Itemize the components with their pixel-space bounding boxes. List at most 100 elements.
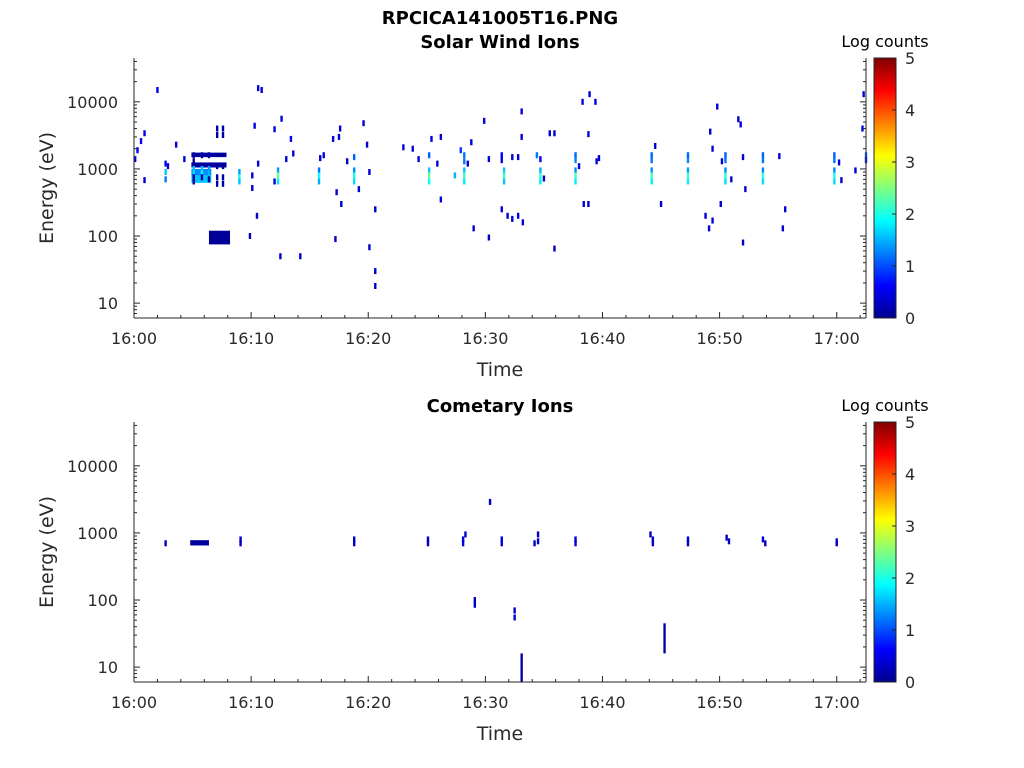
heatmap-cell: [761, 536, 765, 543]
heatmap-cell: [164, 540, 167, 547]
y-tick-label: 100: [87, 591, 118, 610]
heatmap-cell: [221, 180, 225, 187]
heatmap-cell: [724, 167, 727, 174]
x-tick-label: 16:20: [345, 329, 391, 348]
heatmap-cell: [436, 160, 439, 167]
heatmap-cell: [133, 156, 137, 163]
heatmap-cell: [221, 174, 225, 181]
heatmap-cell: [221, 163, 225, 170]
heatmap-cell: [487, 156, 491, 163]
x-tick-label: 16:40: [579, 329, 625, 348]
heatmap-cell: [539, 178, 542, 185]
heatmap-cell: [574, 157, 577, 164]
heatmap-cell: [200, 174, 204, 181]
heatmap-cell: [426, 536, 430, 543]
heatmap-cell: [164, 168, 167, 175]
x-tick-label: 17:00: [814, 329, 860, 348]
heatmap-cell: [553, 130, 556, 137]
heatmap-cell: [174, 141, 178, 148]
heatmap-cell: [279, 253, 282, 260]
heatmap-cell: [143, 177, 146, 184]
heatmap-cell: [374, 268, 377, 275]
x-tick-label: 16:30: [462, 329, 508, 348]
heatmap-cell: [513, 607, 516, 614]
x-tick-label: 16:00: [111, 693, 157, 712]
colorbar-tick-label: 5: [905, 413, 915, 432]
heatmap-cell: [143, 130, 146, 137]
heatmap-cell: [464, 531, 467, 538]
heatmap-cell: [833, 167, 836, 174]
heatmap-cell: [500, 152, 503, 159]
heatmap-cell: [207, 165, 211, 172]
heatmap-cell: [273, 126, 276, 133]
heatmap-cell: [536, 538, 540, 545]
heatmap-cell: [724, 178, 727, 185]
heatmap-cell: [574, 152, 577, 159]
heatmap-cell: [402, 144, 405, 151]
heatmap-cell: [352, 154, 356, 161]
x-tick-label: 16:10: [228, 693, 274, 712]
heatmap-cell: [686, 540, 690, 547]
heatmap-cell: [686, 178, 690, 185]
heatmap-cell: [511, 215, 514, 222]
colorbar-tick-label: 0: [905, 309, 915, 328]
heatmap-cell: [260, 87, 263, 94]
heatmap-cell: [472, 225, 475, 232]
heatmap-cell: [215, 163, 219, 170]
heatmap-cell: [207, 170, 211, 177]
heatmap-cell: [500, 536, 503, 543]
heatmap-cell: [741, 154, 745, 161]
heatmap-cell: [276, 167, 280, 174]
x-axis-label: Time: [476, 723, 524, 745]
x-tick-label: 16:50: [697, 693, 743, 712]
heatmap-cell: [761, 152, 765, 159]
heatmap-cell: [686, 536, 690, 543]
heatmap-cell: [317, 167, 321, 174]
heatmap-cell: [334, 236, 337, 243]
heatmap-cell: [466, 160, 469, 167]
heatmap-cell: [345, 158, 349, 165]
heatmap-cell: [473, 601, 477, 608]
heatmap-cell: [500, 540, 503, 547]
heatmap-cell: [239, 536, 242, 543]
heatmap-cell: [854, 167, 857, 174]
heatmap-cell: [255, 212, 259, 219]
heatmap-cell: [840, 177, 843, 184]
heatmap-cell: [833, 152, 836, 159]
heatmap-cell: [574, 167, 577, 174]
heatmap-cell: [649, 531, 652, 538]
heatmap-cell: [352, 172, 356, 179]
heatmap-cell: [521, 219, 525, 226]
heatmap-cell: [192, 158, 195, 165]
colorbar-tick-label: 2: [905, 205, 915, 224]
heatmap-cell: [516, 154, 520, 161]
heatmap-cell: [487, 234, 491, 241]
colorbar-tick-label: 3: [905, 153, 915, 172]
heatmap-cell: [251, 172, 254, 179]
heatmap-cell: [285, 156, 288, 163]
heatmap-cell: [502, 172, 506, 179]
heatmap-cell: [761, 178, 765, 185]
heatmap-cell: [539, 172, 542, 179]
heatmap-cell: [781, 225, 785, 232]
heatmap-cell: [463, 158, 466, 165]
heatmap-cell: [374, 282, 377, 289]
heatmap-cell: [727, 538, 731, 545]
heatmap-cell: [207, 152, 211, 159]
heatmap-block: [520, 653, 523, 682]
heatmap-cell: [251, 184, 254, 191]
heatmap-cell: [164, 176, 167, 183]
heatmap-cell: [238, 174, 241, 181]
heatmap-cell: [280, 115, 283, 122]
heatmap-cell: [331, 135, 335, 142]
x-tick-label: 17:00: [814, 693, 860, 712]
y-tick-label: 1000: [77, 524, 118, 543]
heatmap-cell: [207, 176, 211, 183]
heatmap-cell: [426, 540, 430, 547]
heatmap-cell: [577, 163, 581, 170]
heatmap-cell: [427, 152, 431, 159]
heatmap-cell: [463, 172, 466, 179]
heatmap-cell: [651, 540, 655, 547]
heatmap-cell: [761, 157, 765, 164]
heatmap-cell: [833, 178, 836, 185]
